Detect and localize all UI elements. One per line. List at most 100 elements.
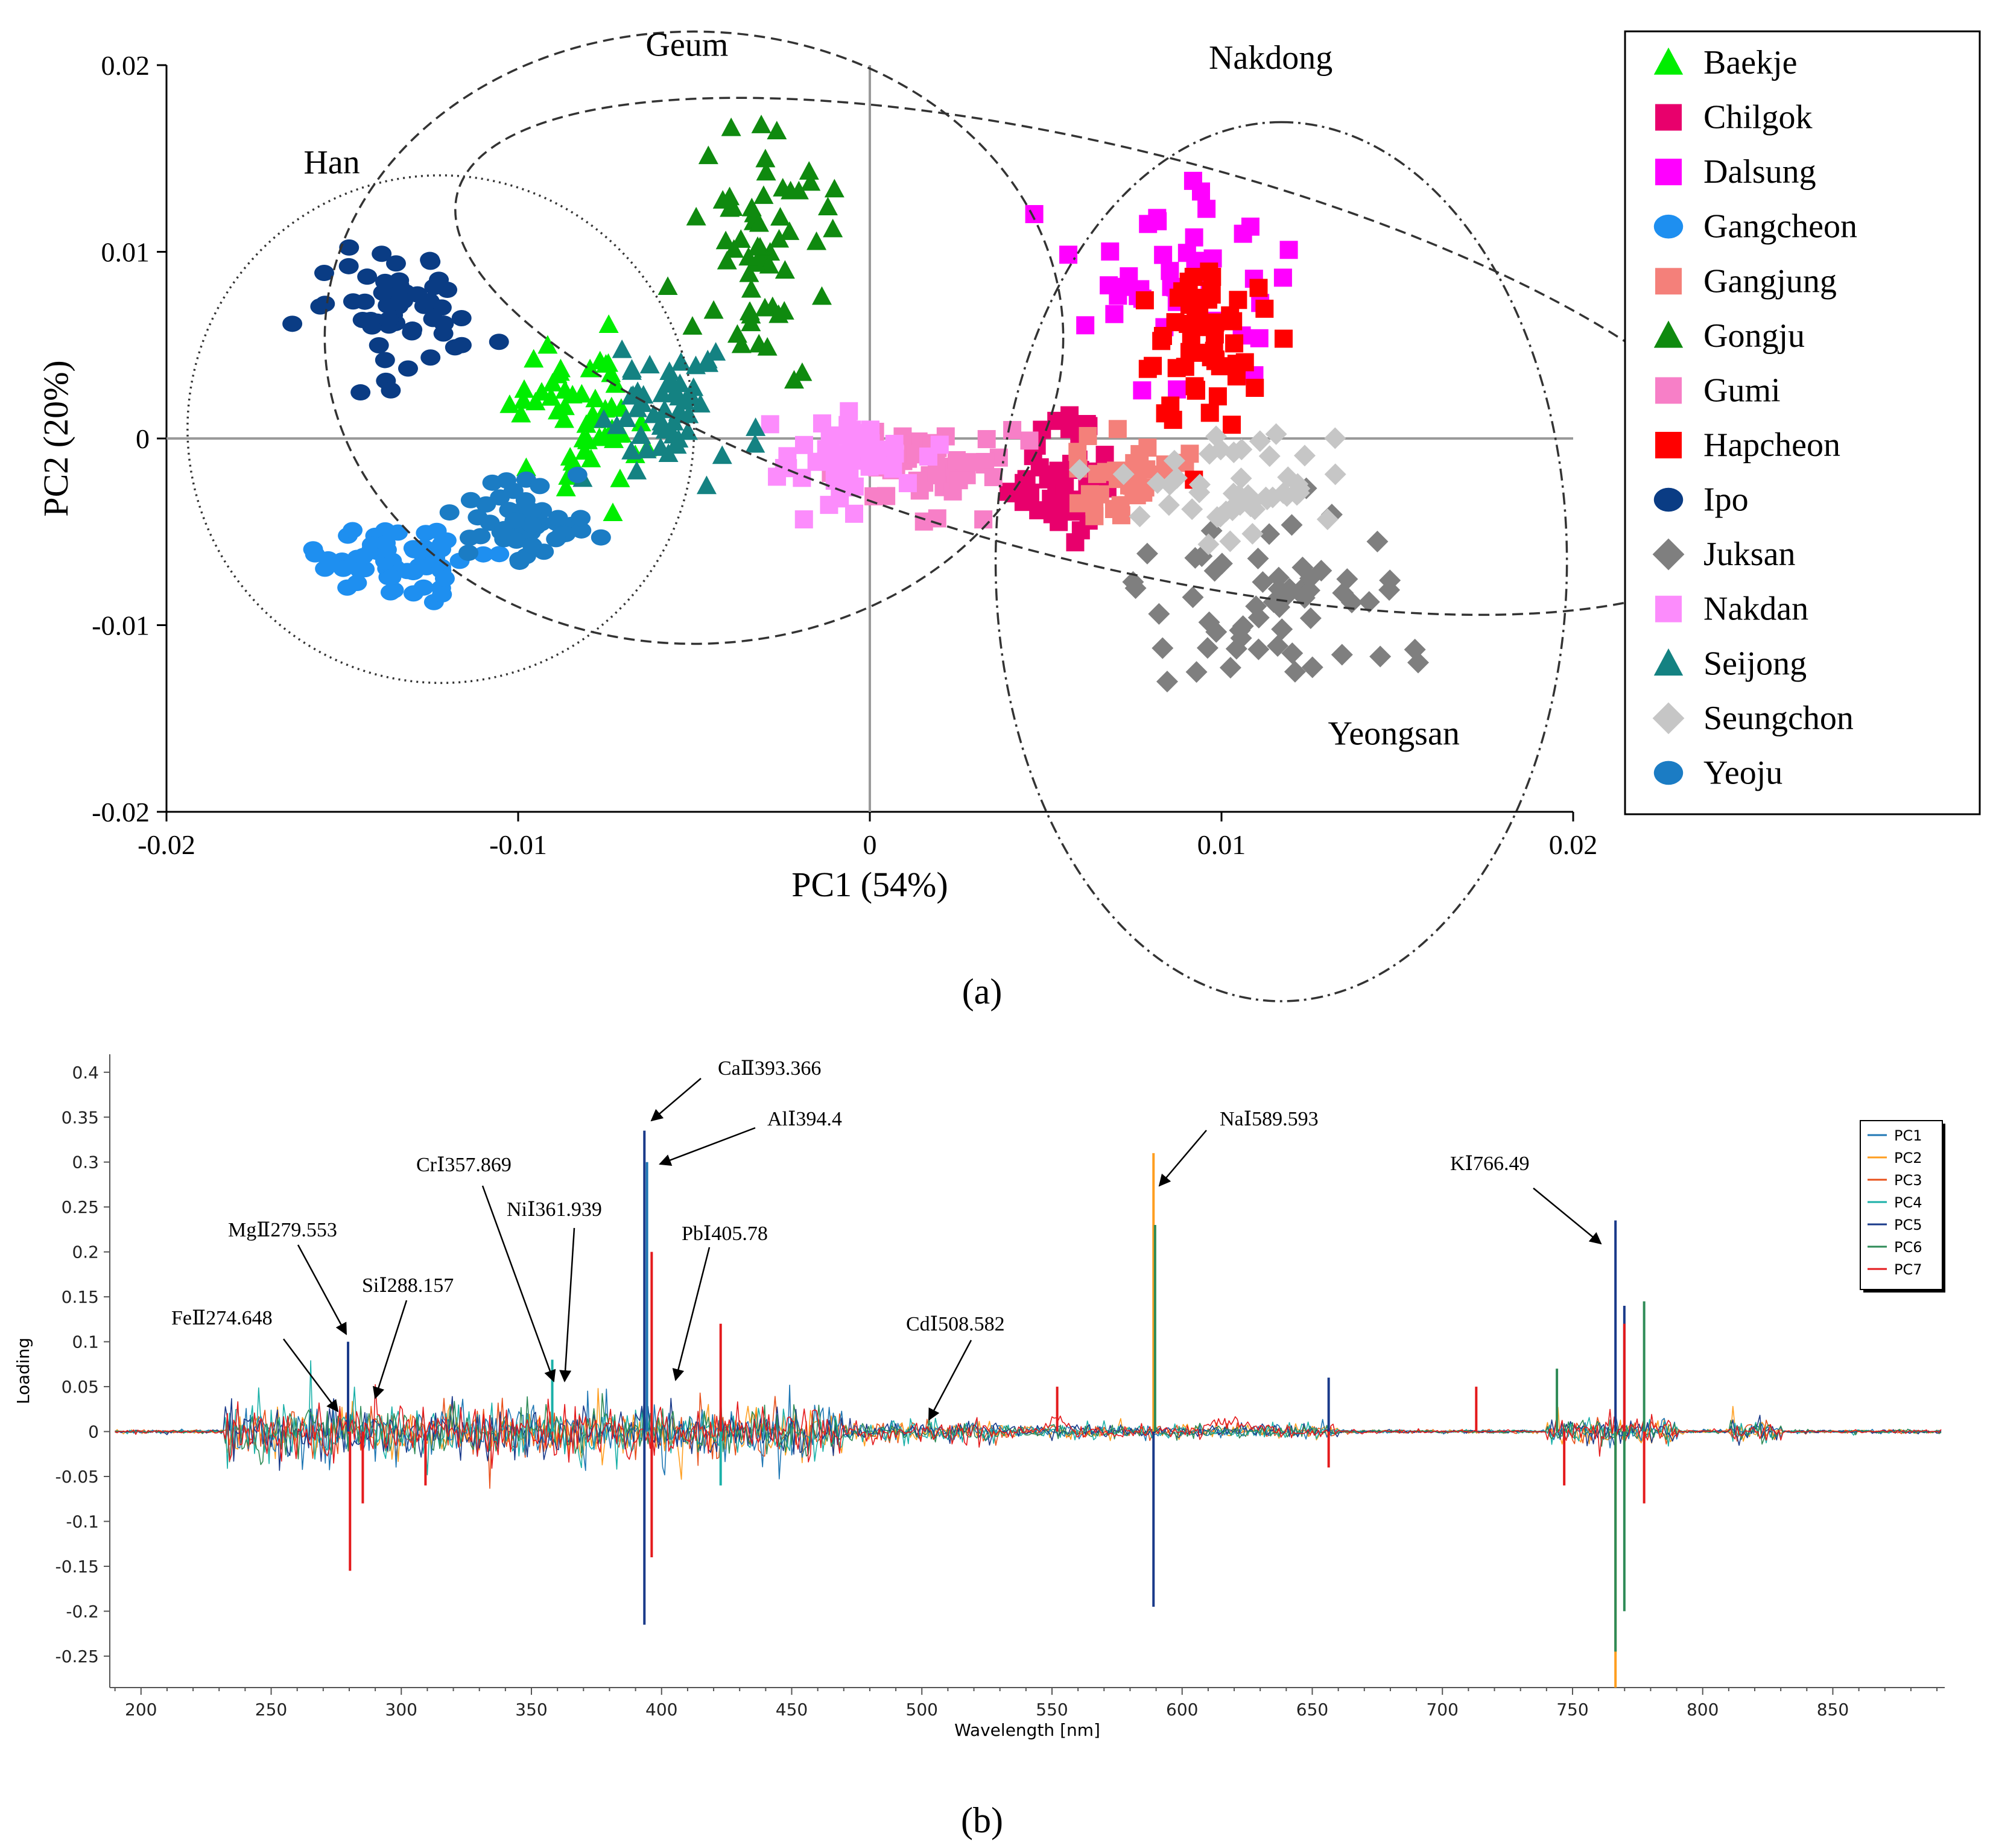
- legend-marker-gangcheon: [1653, 214, 1684, 239]
- data-point: [1265, 423, 1287, 445]
- data-point: [1076, 316, 1095, 335]
- legend-box: [1624, 30, 1981, 815]
- data-point: [542, 373, 563, 391]
- x-tick-label: 750: [1556, 1700, 1588, 1720]
- data-point: [1316, 508, 1339, 530]
- data-point: [1267, 578, 1290, 600]
- data-point: [960, 453, 978, 472]
- data-point: [1136, 542, 1158, 565]
- data-point: [1249, 279, 1268, 297]
- data-point: [439, 504, 460, 521]
- data-point: [751, 115, 772, 133]
- data-point: [521, 516, 542, 533]
- peak-annotation-arrow: [672, 1247, 711, 1381]
- data-point: [1267, 566, 1290, 589]
- data-point: [318, 557, 339, 574]
- series-hapcheon: [1135, 262, 1293, 489]
- data-point: [1219, 657, 1241, 679]
- data-point: [1324, 427, 1346, 449]
- data-point: [451, 309, 472, 326]
- data-point: [1188, 481, 1211, 504]
- y-tick-label: -0.25: [55, 1647, 99, 1666]
- x-tick-label: 700: [1426, 1700, 1458, 1720]
- data-point: [761, 415, 779, 434]
- data-point: [1274, 329, 1293, 348]
- data-point: [1267, 634, 1289, 657]
- legend-marker-hapcheon: [1655, 432, 1682, 458]
- data-point: [741, 279, 761, 298]
- data-point: [1024, 447, 1042, 466]
- data-point: [870, 456, 889, 475]
- peak-annotation-arrow: [659, 1127, 756, 1166]
- data-point: [445, 339, 465, 356]
- data-point: [1205, 341, 1223, 360]
- data-point: [562, 452, 583, 471]
- data-point: [779, 221, 800, 240]
- series-gongju: [657, 115, 844, 389]
- data-point: [282, 315, 303, 332]
- data-point: [537, 335, 558, 354]
- data-point: [698, 145, 718, 165]
- data-point: [775, 260, 795, 279]
- x-tick-label: 300: [385, 1700, 417, 1720]
- data-point: [807, 452, 826, 471]
- data-point: [612, 339, 632, 358]
- data-point: [727, 324, 747, 343]
- data-point: [489, 334, 509, 350]
- data-point: [1161, 262, 1179, 280]
- data-point: [1199, 443, 1221, 465]
- series-nakdan: [761, 402, 949, 529]
- data-point: [746, 417, 766, 436]
- data-point: [974, 510, 993, 529]
- series-seungchon: [1068, 423, 1346, 555]
- legend-label: PC7: [1894, 1261, 1922, 1278]
- y-tick-label: 0.3: [72, 1153, 99, 1172]
- data-point: [419, 293, 440, 309]
- data-point: [1111, 496, 1130, 514]
- group-ellipse-yeongsan: [994, 121, 1568, 1002]
- legend-label: Seungchon: [1703, 700, 1854, 737]
- spectra: [114, 1360, 1942, 1489]
- data-point: [753, 185, 774, 204]
- data-point: [601, 363, 621, 382]
- data-point: [350, 562, 370, 578]
- data-point: [756, 162, 776, 181]
- data-point: [1105, 305, 1124, 323]
- data-point: [703, 300, 724, 319]
- x-tick-label: 0.02: [1549, 829, 1598, 860]
- data-point: [696, 475, 717, 495]
- legend-label: Gumi: [1703, 372, 1781, 409]
- peak-annotation-label: CaⅡ393.366: [718, 1057, 821, 1080]
- data-point: [516, 457, 536, 476]
- data-point: [379, 311, 399, 328]
- data-point: [677, 421, 698, 440]
- data-point: [699, 353, 719, 372]
- data-point: [1225, 334, 1244, 353]
- data-point: [403, 585, 423, 602]
- data-point: [482, 474, 502, 491]
- data-point: [1181, 498, 1203, 521]
- data-point: [576, 414, 597, 433]
- data-point: [817, 197, 838, 215]
- data-point: [661, 370, 682, 389]
- legend-label: Hapcheon: [1703, 426, 1840, 464]
- y-axis-label: PC2 (20%): [36, 360, 75, 516]
- data-point: [376, 534, 396, 551]
- data-point: [590, 350, 610, 370]
- data-point: [1025, 204, 1044, 223]
- data-point: [1015, 473, 1033, 492]
- legend-label: Dalsung: [1703, 153, 1816, 191]
- data-point: [928, 509, 946, 528]
- data-point: [1020, 431, 1039, 450]
- legend-marker-gongju: [1653, 320, 1684, 348]
- data-point: [984, 468, 1003, 487]
- legend-marker-yeoju: [1653, 761, 1684, 785]
- data-point: [1163, 449, 1185, 472]
- y-tick-label: 0.15: [62, 1287, 99, 1307]
- legend-label: PC6: [1894, 1239, 1922, 1256]
- data-point: [712, 190, 733, 209]
- data-point: [1230, 467, 1252, 490]
- y-tick-label: -0.15: [55, 1557, 99, 1577]
- peak-annotation-arrow: [559, 1227, 575, 1382]
- spectrum-pc7: [115, 1384, 1942, 1469]
